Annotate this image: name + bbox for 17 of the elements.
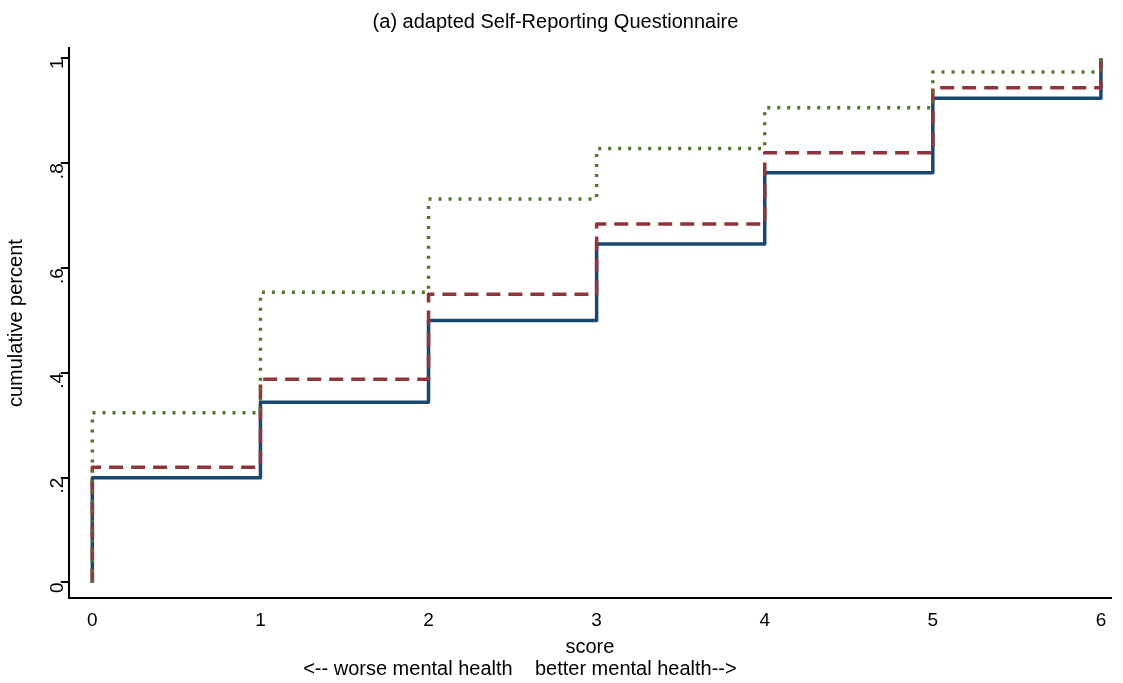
x-tick-label: 6 — [1095, 608, 1107, 630]
x-tick-label: 3 — [591, 608, 602, 630]
y-tick-label: .4 — [46, 372, 68, 389]
x-tick-label: 2 — [423, 608, 434, 630]
y-tick-label: 1 — [46, 58, 68, 70]
x-tick-label: 1 — [255, 608, 266, 630]
chart-title: (a) adapted Self-Reporting Questionnaire — [372, 9, 739, 32]
x-tick-label: 4 — [759, 608, 771, 630]
x-tick-label: 5 — [927, 608, 939, 630]
y-tick-label: .8 — [46, 163, 68, 180]
x-tick-label: 0 — [87, 608, 98, 630]
y-tick-label: .2 — [46, 477, 68, 494]
y-axis-title: cumulative percent — [3, 238, 26, 408]
y-tick-label: 0 — [46, 582, 68, 594]
x-axis-title: score — [565, 634, 615, 657]
y-tick-label: .6 — [46, 268, 68, 284]
text: <-- worse mental health better mental health--> — [303, 656, 737, 679]
